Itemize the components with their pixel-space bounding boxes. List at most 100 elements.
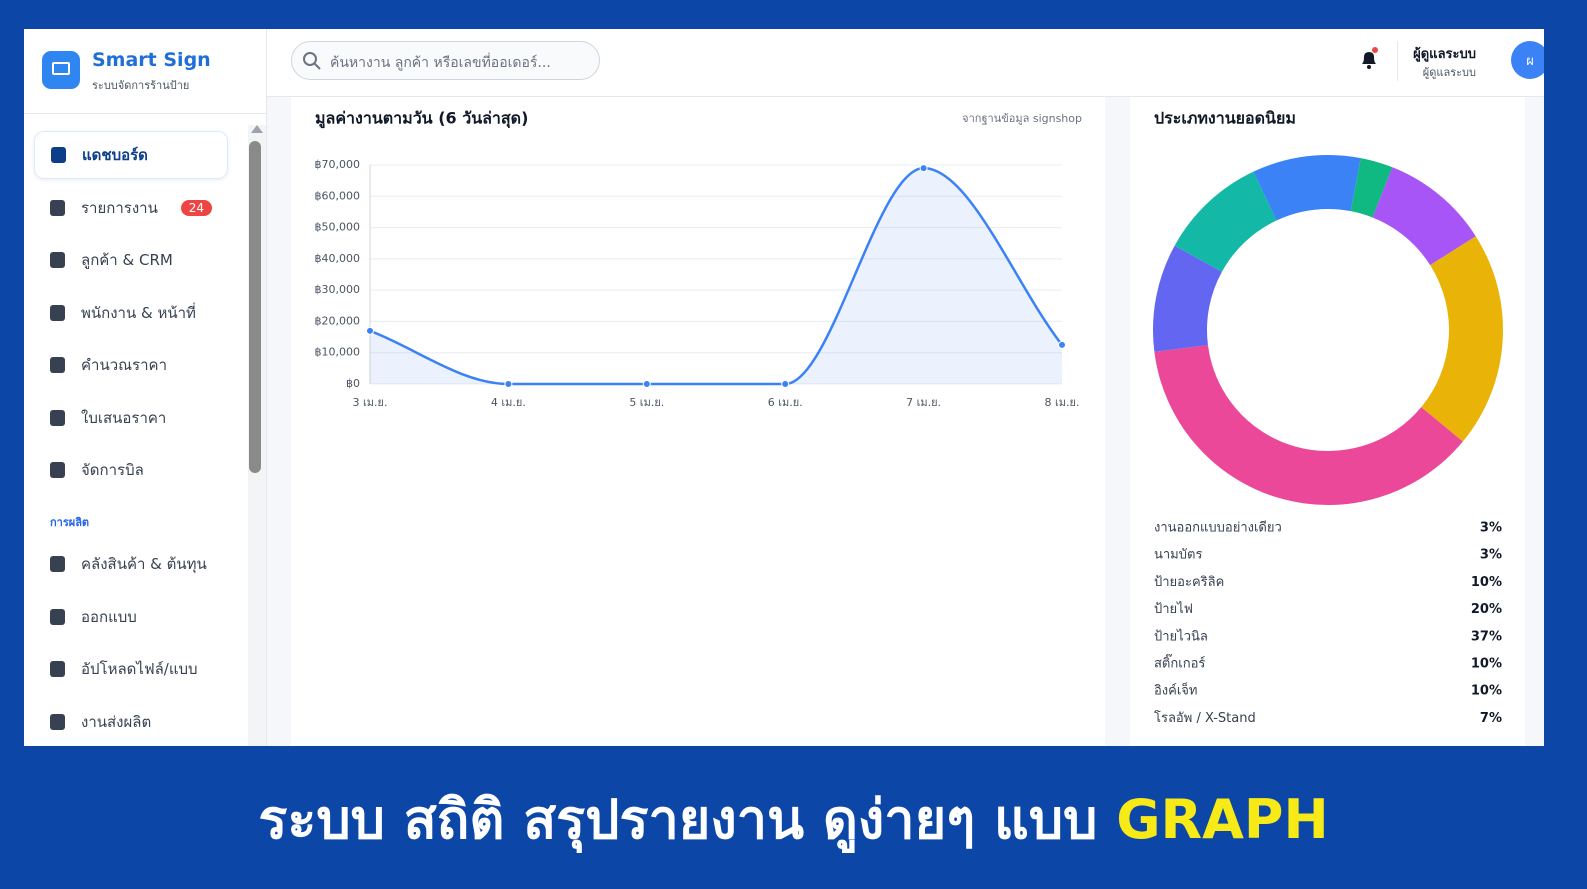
legend-value: 7% [1480, 711, 1502, 726]
legend-label: งานออกแบบอย่างเดียว [1154, 520, 1282, 536]
nav-item[interactable]: งานส่งผลิต [34, 698, 228, 746]
x-tick-label: 8 เม.ย. [1045, 396, 1080, 409]
donut-segment [1174, 171, 1277, 272]
nav-label: รายการงาน [81, 198, 158, 217]
sidebar: Smart Sign ระบบจัดการร้านป้าย แดชบอร์ดรา… [24, 29, 267, 746]
nav-item[interactable]: พนักงาน & หน้าที่ [34, 289, 228, 337]
nav-item[interactable]: ใบเสนอราคา [34, 394, 228, 442]
chart-title: มูลค่างานตามวัน (6 วันล่าสุด) [315, 109, 528, 130]
legend-value: 10% [1471, 657, 1502, 672]
nav-item[interactable]: รายการงาน 24 [34, 184, 228, 232]
legend-label: ป้ายไฟ [1154, 601, 1193, 617]
legend-label: อิงค์เจ็ท [1154, 681, 1198, 699]
data-point [504, 380, 513, 388]
banner: ระบบ สถิติ สรุปรายงาน ดูง่ายๆ แบบ GRAPH [0, 776, 1587, 862]
nav-item[interactable]: จัดการบิล [34, 446, 228, 494]
nav-label: คำนวณราคา [81, 356, 167, 374]
nav-item[interactable]: ลูกค้า & CRM [34, 236, 228, 284]
notification-bell[interactable] [1357, 47, 1381, 73]
nav-icon [50, 357, 65, 373]
nav-icon [50, 409, 65, 426]
nav-item[interactable]: แดชบอร์ด [34, 131, 228, 179]
nav-label: ลูกค้า & CRM [81, 251, 173, 269]
y-tick-label: ฿0 [346, 377, 360, 390]
legend-label: ป้ายอะคริลิค [1154, 575, 1224, 590]
banner-highlight: GRAPH [1116, 788, 1329, 851]
app-window: Smart Sign ระบบจัดการร้านป้าย แดชบอร์ดรา… [24, 29, 1544, 746]
brand-tagline: ระบบจัดการร้านป้าย [92, 79, 190, 92]
line-chart-card: มูลค่างานตามวัน (6 วันล่าสุด) จากฐานข้อมู… [291, 97, 1105, 746]
nav-icon [51, 147, 66, 163]
nav-label: แดชบอร์ด [82, 146, 148, 164]
search-icon [303, 52, 321, 70]
data-point [642, 380, 651, 388]
x-tick-label: 6 เม.ย. [768, 396, 803, 409]
x-tick-label: 5 เม.ย. [629, 396, 664, 409]
y-tick-label: ฿60,000 [315, 189, 361, 202]
nav-label: พนักงาน & หน้าที่ [81, 303, 196, 322]
y-tick-label: ฿50,000 [315, 221, 361, 234]
nav-label: งานส่งผลิต [81, 712, 152, 731]
user-role: ผู้ดูแลระบบ [1422, 66, 1476, 79]
user-name: ผู้ดูแลระบบ [1413, 47, 1476, 62]
nav-icon [50, 252, 65, 268]
nav-badge: 24 [180, 199, 212, 216]
donut-segment [1328, 155, 1361, 212]
nav-icon [50, 713, 65, 730]
y-tick-label: ฿20,000 [315, 314, 361, 327]
nav-label: อัปโหลดไฟล์/แบบ [81, 660, 198, 678]
nav-icon [50, 661, 65, 677]
nav-label: จัดการบิล [81, 461, 144, 479]
scrollbar[interactable] [248, 125, 266, 746]
donut-segment [1253, 155, 1328, 221]
brand-logo [42, 51, 80, 89]
nav-item[interactable]: คำนวณราคา [34, 341, 228, 389]
search-box[interactable]: ค้นหางาน ลูกค้า หรือเลขที่ออเดอร์... [291, 41, 600, 80]
nav-label: คลังสินค้า & ต้นทุน [81, 555, 207, 573]
banner-text: ระบบ สถิติ สรุปรายงาน ดูง่ายๆ แบบ [258, 788, 1098, 851]
legend-value: 20% [1471, 602, 1502, 617]
legend-value: 10% [1471, 575, 1502, 590]
legend-value: 10% [1471, 684, 1502, 699]
nav-list: แดชบอร์ดรายการงาน 24 ลูกค้า & CRM พนักงาน &… [24, 125, 244, 746]
x-tick-label: 3 เม.ย. [353, 396, 388, 409]
legend-value: 3% [1480, 548, 1502, 563]
y-tick-label: ฿40,000 [315, 252, 361, 265]
user-avatar[interactable]: ผ [1511, 41, 1544, 79]
top-bar: ค้นหางาน ลูกค้า หรือเลขที่ออเดอร์... ผู้… [267, 29, 1544, 97]
legend-label: สติ๊กเกอร์ [1154, 654, 1205, 672]
donut-segment [1421, 236, 1503, 442]
donut-segment [1153, 245, 1222, 352]
legend-label: นามบัตร [1154, 548, 1202, 563]
chart-title: ประเภทงานยอดนิยม [1154, 109, 1296, 128]
y-tick-label: ฿30,000 [315, 283, 361, 296]
search-placeholder: ค้นหางาน ลูกค้า หรือเลขที่ออเดอร์... [330, 55, 551, 71]
brand-name: Smart Sign [92, 49, 211, 71]
donut-segment [1372, 167, 1476, 266]
data-point [366, 326, 374, 335]
donut-segment [1350, 158, 1393, 218]
nav-item[interactable]: ออกแบบ [34, 593, 228, 641]
data-point [781, 380, 790, 388]
chart-subtitle: จากฐานข้อมูล signshop [962, 112, 1082, 125]
nav-label: ใบเสนอราคา [81, 408, 167, 427]
nav-icon [50, 608, 65, 625]
line-area [370, 168, 1062, 384]
data-point [1058, 340, 1066, 349]
nav-item[interactable]: คลังสินค้า & ต้นทุน [34, 540, 228, 588]
x-tick-label: 7 เม.ย. [906, 396, 941, 409]
nav-icon [50, 304, 65, 321]
legend-value: 37% [1471, 629, 1502, 644]
line-series [369, 166, 1063, 386]
nav-icon [50, 462, 65, 478]
y-tick-label: ฿70,000 [315, 158, 361, 171]
legend-label: ป้ายไวนิล [1154, 628, 1208, 644]
legend-label: โรลอัพ / X-Stand [1154, 710, 1256, 726]
nav-section: การผลิต [50, 516, 90, 529]
donut-segment [1154, 345, 1463, 505]
legend-value: 3% [1480, 521, 1502, 536]
nav-icon [50, 199, 65, 216]
data-point [919, 164, 928, 173]
nav-item[interactable]: อัปโหลดไฟล์/แบบ [34, 645, 228, 693]
